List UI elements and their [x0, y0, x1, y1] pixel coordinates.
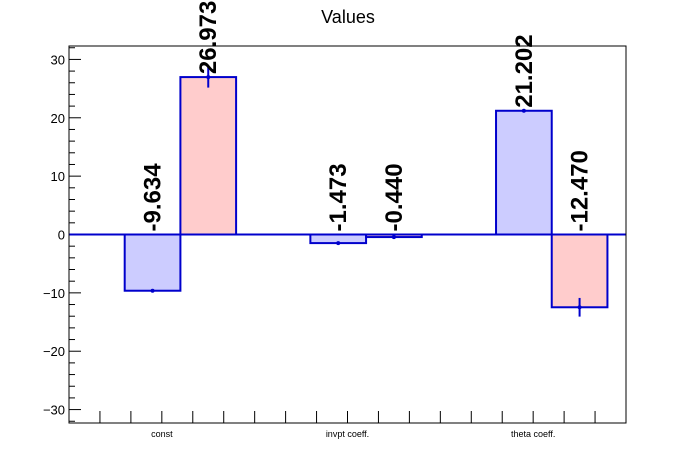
bar: [495, 109, 553, 236]
data-label: -9.634: [140, 163, 167, 232]
bar-center-marker: [206, 75, 211, 80]
bar: [179, 76, 238, 236]
y-tick-label: −10: [43, 286, 65, 301]
plot-frame: [68, 45, 627, 424]
bar-center-marker: [336, 241, 341, 246]
data-label: -1.473: [325, 163, 352, 231]
bar-center-marker: [577, 305, 582, 310]
data-label: -0.440: [381, 163, 408, 231]
y-tick-label: 20: [51, 111, 65, 126]
chart-title: Values: [321, 7, 375, 27]
x-category-label: invpt coeff.: [326, 429, 369, 439]
bar-center-marker: [150, 288, 155, 293]
plot-marks: −30 −20 −10 0 10 20 30 const invpt coeff. theta c…: [43, 1, 626, 439]
y-tick-label: −30: [43, 403, 65, 418]
y-tick-label: 0: [58, 228, 65, 243]
bar-center-marker: [391, 235, 396, 240]
x-category-label: theta coeff.: [511, 429, 555, 439]
y-tick-label: 10: [51, 169, 65, 184]
y-tick-label: 30: [51, 52, 65, 67]
bar-center-marker: [521, 108, 526, 113]
data-label: -12.470: [567, 150, 594, 231]
data-label: 21.202: [511, 34, 538, 107]
bar: [550, 233, 609, 309]
y-tick-label: −20: [43, 344, 65, 359]
data-label: 26.973: [195, 1, 222, 74]
x-category-label: const: [151, 429, 173, 439]
bar: [123, 233, 182, 292]
